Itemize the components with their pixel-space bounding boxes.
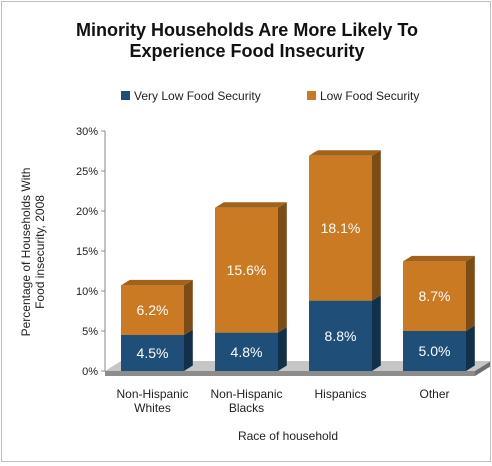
bar-non-hispanic-blacks-low-food-security: 15.6% (215, 202, 287, 333)
x-tick-label-line: Whites (134, 401, 171, 415)
y-axis-label-line-1: Percentage of Households With (19, 168, 33, 337)
legend-item-low-food-security: Low Food Security (307, 89, 419, 103)
bar-non-hispanic-blacks-very-low-food-security: 4.8% (215, 327, 287, 371)
x-axis-label: Race of household (238, 429, 338, 443)
data-label: 15.6% (227, 262, 267, 278)
y-axis-label: Percentage of Households With Food insec… (19, 168, 47, 337)
bar-side (184, 279, 193, 335)
bar-side (466, 255, 475, 331)
bar-top (215, 202, 287, 208)
y-axis: 0% 5% 10% 15% 20% 25% 30% (76, 126, 106, 378)
bar-other-low-food-security: 8.7% (403, 255, 475, 331)
bar-side (372, 295, 381, 371)
floor-front (105, 371, 475, 376)
plot-area: 0% 5% 10% 15% 20% 25% 30% 4.5% 6.2% 4.8% 15.6% 8.8%… (76, 126, 491, 415)
y-tick-label: 15% (76, 246, 98, 258)
x-tick-label-line: Hispanics (314, 387, 366, 401)
x-tick-label-line: Blacks (229, 401, 264, 415)
bar-top (121, 279, 193, 286)
x-tick-label-hispanics: Hispanics (314, 387, 366, 401)
bar-stack-non-hispanic-whites: 4.5% 6.2% (121, 279, 193, 371)
bar-hispanics-very-low-food-security: 8.8% (309, 295, 381, 371)
chart-title-line-1: Minority Households Are More Likely To (76, 20, 418, 40)
y-tick-label: 0% (82, 366, 98, 378)
bar-other-very-low-food-security: 5.0% (403, 325, 475, 371)
floor-top (105, 361, 491, 371)
bar-top (403, 255, 475, 262)
bars: 4.5% 6.2% 4.8% 15.6% 8.8% 18.1% 5.0% 8.7% (121, 150, 475, 371)
bar-non-hispanic-whites-very-low-food-security: 4.5% (121, 329, 193, 371)
bar-face (215, 332, 278, 371)
legend-label-very-low-food-security: Very Low Food Security (134, 89, 261, 103)
chart-title-line-2: Experience Food Insecurity (129, 41, 364, 61)
x-tick-label-line: Non-Hispanic (116, 387, 188, 401)
data-label: 4.8% (231, 344, 263, 360)
legend-item-very-low-food-security: Very Low Food Security (121, 89, 261, 103)
legend-swatch-very-low-food-security (121, 91, 130, 100)
bar-face (121, 335, 184, 371)
y-tick-label: 30% (76, 126, 98, 138)
bar-side (184, 329, 193, 371)
x-tick-label-line: Other (419, 387, 449, 401)
bar-face (215, 207, 278, 333)
data-label: 18.1% (321, 220, 361, 236)
bar-side (466, 325, 475, 371)
y-tick-label: 5% (82, 326, 98, 338)
bar-face (309, 155, 372, 301)
bar-face (403, 331, 466, 371)
data-label: 6.2% (137, 302, 169, 318)
data-label: 5.0% (419, 343, 451, 359)
legend-swatch-low-food-security (307, 91, 316, 100)
legend-label-low-food-security: Low Food Security (320, 89, 419, 103)
data-label: 4.5% (137, 345, 169, 361)
floor-side (475, 361, 491, 376)
chart-floor (105, 361, 491, 376)
y-tick-label: 20% (76, 206, 98, 218)
x-tick-label-other: Other (419, 387, 449, 401)
data-label: 8.8% (325, 328, 357, 344)
bar-side (278, 202, 287, 333)
bar-face (121, 285, 184, 335)
y-tick-label: 25% (76, 166, 98, 178)
bar-hispanics-low-food-security: 18.1% (309, 150, 381, 301)
bar-face (403, 261, 466, 331)
chart-title: Minority Households Are More Likely To E… (76, 20, 418, 61)
data-label: 8.7% (419, 288, 451, 304)
bar-top (309, 150, 381, 156)
bar-stack-hispanics: 8.8% 18.1% (309, 150, 381, 371)
bar-stack-other: 5.0% 8.7% (403, 255, 475, 371)
bar-face (309, 300, 372, 371)
y-axis-label-line-2: Food insecurity, 2008 (33, 195, 47, 309)
bar-side (278, 327, 287, 371)
bar-stack-non-hispanic-blacks: 4.8% 15.6% (215, 202, 287, 371)
bar-side (372, 150, 381, 301)
legend: Very Low Food Security Low Food Security (121, 89, 419, 103)
y-tick-label: 10% (76, 286, 98, 298)
bar-non-hispanic-whites-low-food-security: 6.2% (121, 279, 193, 335)
chart: Minority Households Are More Likely To E… (19, 20, 491, 443)
x-tick-label-line: Non-Hispanic (210, 387, 282, 401)
